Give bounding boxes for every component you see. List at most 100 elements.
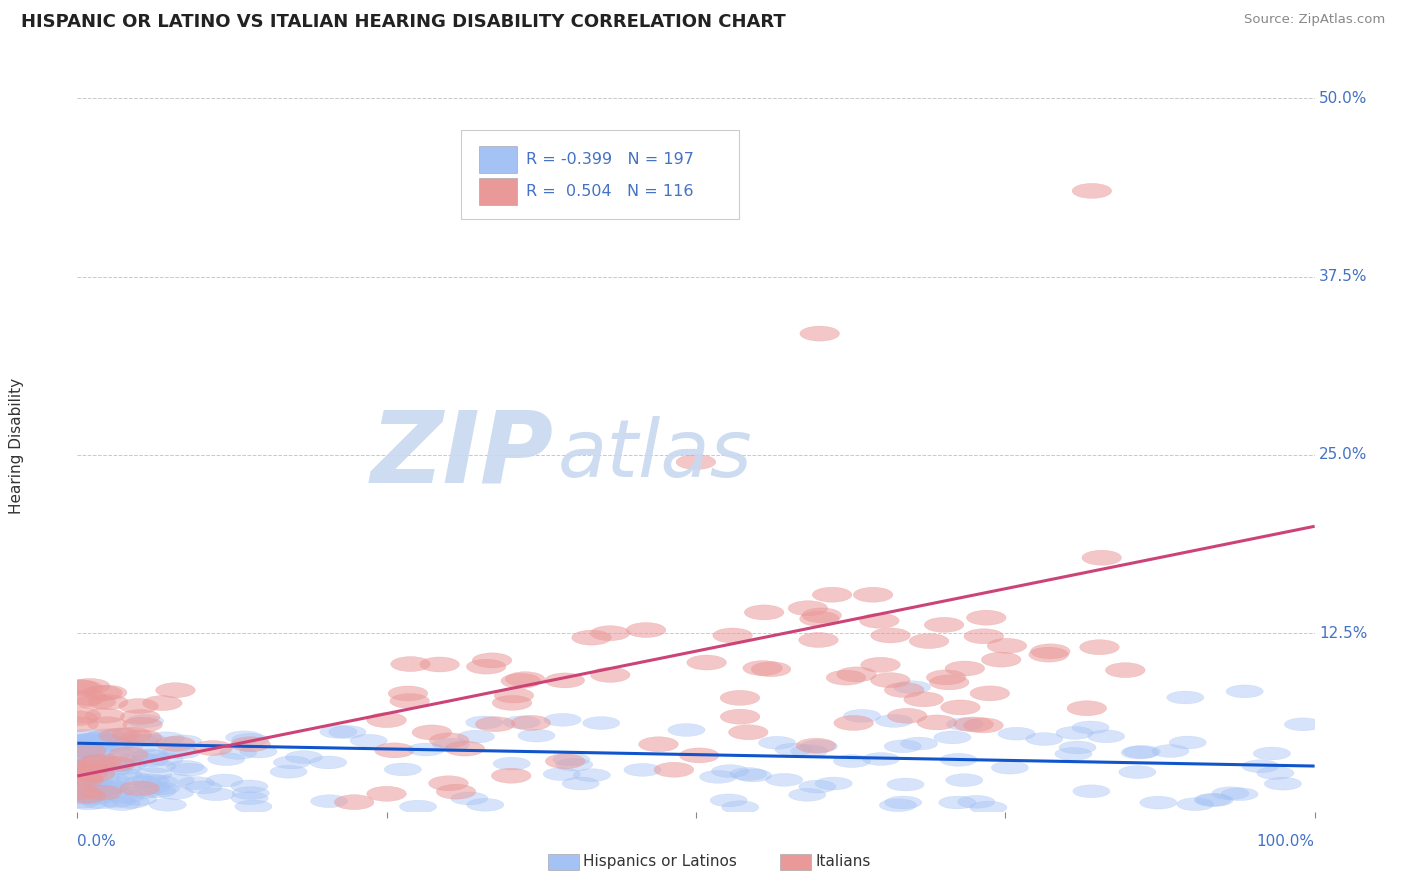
Ellipse shape [887,708,927,723]
Ellipse shape [60,762,98,774]
Ellipse shape [80,760,118,772]
Ellipse shape [1170,736,1206,749]
Ellipse shape [232,733,269,747]
Ellipse shape [1167,691,1204,704]
Ellipse shape [69,753,105,766]
Ellipse shape [505,672,546,687]
Text: HISPANIC OR LATINO VS ITALIAN HEARING DISABILITY CORRELATION CHART: HISPANIC OR LATINO VS ITALIAN HEARING DI… [21,13,786,31]
Ellipse shape [87,734,124,747]
Ellipse shape [62,736,100,748]
Text: 50.0%: 50.0% [1319,91,1367,105]
Ellipse shape [517,730,555,742]
Ellipse shape [1067,701,1107,715]
Ellipse shape [503,716,540,729]
Ellipse shape [720,709,759,724]
Ellipse shape [329,725,366,739]
Ellipse shape [231,792,269,805]
Ellipse shape [734,769,772,782]
Ellipse shape [929,675,969,690]
Ellipse shape [555,758,593,771]
Text: 100.0%: 100.0% [1257,834,1315,849]
Ellipse shape [801,607,842,623]
Ellipse shape [1241,760,1279,772]
Ellipse shape [124,776,162,789]
Ellipse shape [953,717,994,732]
Ellipse shape [546,754,585,769]
Ellipse shape [231,737,270,752]
Ellipse shape [676,455,716,469]
Ellipse shape [800,611,839,626]
Ellipse shape [374,743,415,758]
Ellipse shape [408,743,444,756]
Ellipse shape [389,693,429,708]
Ellipse shape [388,686,427,701]
Ellipse shape [77,756,117,770]
Ellipse shape [879,798,917,812]
Ellipse shape [132,781,170,794]
Text: Hearing Disability: Hearing Disability [10,378,24,514]
Ellipse shape [231,780,269,793]
Ellipse shape [884,796,922,809]
Ellipse shape [751,662,790,677]
Ellipse shape [193,740,232,756]
Ellipse shape [844,709,880,723]
Ellipse shape [70,739,107,753]
Ellipse shape [62,708,101,723]
Ellipse shape [457,731,495,743]
Ellipse shape [758,737,796,749]
Text: ZIP: ZIP [371,407,554,503]
Ellipse shape [75,753,111,766]
Ellipse shape [862,753,900,765]
Ellipse shape [991,761,1028,774]
Ellipse shape [638,737,678,752]
Ellipse shape [132,774,169,787]
Ellipse shape [789,600,828,615]
Ellipse shape [744,605,785,620]
Ellipse shape [1264,777,1302,790]
Ellipse shape [420,657,460,672]
Ellipse shape [1087,730,1125,743]
Ellipse shape [208,753,245,765]
Ellipse shape [63,750,100,763]
Ellipse shape [100,753,136,766]
Ellipse shape [89,782,127,795]
Ellipse shape [827,670,866,685]
Ellipse shape [465,716,503,729]
Text: 12.5%: 12.5% [1319,626,1367,640]
Ellipse shape [110,758,146,772]
Ellipse shape [917,714,956,730]
Ellipse shape [112,727,152,742]
Ellipse shape [62,772,101,787]
Ellipse shape [118,698,159,714]
Ellipse shape [120,752,156,765]
Ellipse shape [235,800,271,813]
Ellipse shape [121,709,160,724]
Ellipse shape [70,797,107,810]
Ellipse shape [58,711,97,726]
Ellipse shape [146,753,183,766]
Ellipse shape [59,717,98,731]
Ellipse shape [77,761,114,774]
Text: Hispanics or Latinos: Hispanics or Latinos [583,855,737,869]
Ellipse shape [142,696,183,711]
Ellipse shape [65,789,103,801]
Ellipse shape [170,764,207,776]
Ellipse shape [77,780,114,793]
Ellipse shape [60,735,97,747]
Ellipse shape [467,659,506,674]
Ellipse shape [89,695,128,710]
Ellipse shape [59,680,98,694]
Ellipse shape [813,587,852,602]
Ellipse shape [350,734,387,747]
Ellipse shape [132,749,169,762]
Ellipse shape [62,769,98,781]
Ellipse shape [1220,788,1258,801]
Ellipse shape [941,700,980,714]
Ellipse shape [120,793,157,805]
Ellipse shape [451,792,488,805]
Ellipse shape [120,780,159,796]
Text: atlas: atlas [557,416,752,494]
Ellipse shape [1071,721,1109,734]
FancyBboxPatch shape [479,146,516,173]
Ellipse shape [941,754,977,766]
